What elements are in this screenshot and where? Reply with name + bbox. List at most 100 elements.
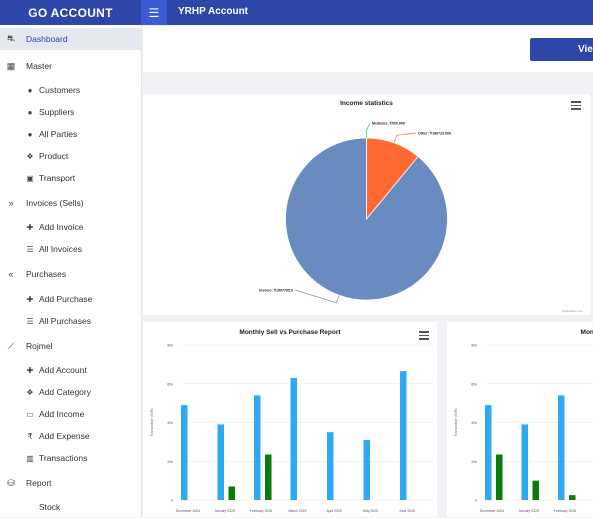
sidebar-item-label: Add Expense (39, 431, 90, 441)
chart-title: Monthly Sell vs Purchase Report (239, 329, 341, 336)
sidebar-item-add-income[interactable]: ▭Add Income (0, 403, 141, 425)
sidebar-item-label: Rojmel (26, 341, 52, 351)
y-tick-label: 80k (167, 344, 173, 348)
pie-label-invoice: Invoice: ₹1597765.0 (259, 289, 293, 293)
sidebar-item-label: Report (26, 478, 52, 488)
dashboard-icon: ⛐ (4, 33, 18, 45)
x-tick-label: June 2025 (399, 509, 415, 513)
sidebar-item-all-parties[interactable]: ●All Parties (0, 123, 141, 145)
sidebar-item-add-expense[interactable]: ₹Add Expense (0, 425, 141, 447)
sidebar-item-label: Dashboard (26, 34, 68, 44)
sidebar-item-label: Master (26, 61, 52, 71)
bar-purchase (229, 486, 236, 500)
sidebar-item-label: Add Income (39, 409, 84, 419)
bar-purchase (569, 495, 576, 500)
rupee-icon: ₹ (23, 432, 37, 441)
truck-icon: ▣ (23, 174, 37, 183)
plus-icon: ✚ (23, 366, 37, 375)
sidebar-item-label: Stock (39, 502, 60, 512)
database-icon: ⛁ (4, 478, 18, 489)
sidebar-item-add-invoice[interactable]: ✚Add Invoice (0, 216, 141, 238)
x-tick-label: May 2025 (363, 509, 378, 513)
sidebar-item-invoices-sells[interactable]: » Invoices (Sells) (0, 192, 141, 214)
y-tick-label: 40k (471, 421, 477, 425)
sidebar: GO ACCOUNT ⛐Dashboard▦Master●Customers●S… (0, 0, 142, 517)
chart-line-icon: ⟋ (4, 341, 18, 352)
bar-chart-icon: ▥ (23, 454, 37, 463)
bar-sell (558, 395, 565, 500)
pie-label-medicine: Medicine: ₹500.000 (372, 122, 405, 126)
plus-icon: ✚ (23, 295, 37, 304)
sidebar-item-report[interactable]: ⛁ Report (0, 472, 141, 494)
sidebar-item-label: All Parties (39, 129, 77, 139)
y-tick-label: 20k (167, 460, 173, 464)
action-panel (143, 26, 593, 72)
y-tick-label: 0 (475, 499, 477, 503)
grid-icon: ▦ (4, 61, 18, 72)
sidebar-item-add-account[interactable]: ✚Add Account (0, 359, 141, 381)
sidebar-item-label: Add Invoice (39, 222, 83, 232)
chart-title: Monthly (581, 329, 593, 336)
user-icon: ● (23, 86, 37, 95)
sidebar-item-label: Transport (39, 173, 75, 183)
x-tick-label: January 2025 (214, 509, 235, 513)
sidebar-item-label: All Purchases (39, 316, 91, 326)
pie-connector-medicine (367, 123, 370, 138)
brand-logo[interactable]: GO ACCOUNT (0, 0, 141, 25)
sidebar-item-transport[interactable]: ▣Transport (0, 167, 141, 189)
list-icon: ☰ (23, 317, 37, 326)
monthly-report-card-2: Monthly020k40k60k80kTransaction (INR)Dec… (447, 322, 593, 517)
bar-purchase (533, 481, 540, 500)
bar-purchase (265, 454, 272, 500)
sidebar-item-label: Add Account (39, 365, 87, 375)
account-title: YRHP Account (178, 6, 248, 17)
sidebar-item-label: All Invoices (39, 244, 82, 254)
sidebar-item-stock[interactable]: Stock (0, 496, 141, 518)
bar-sell (254, 395, 261, 500)
monthly-bar-chart-2: Monthly020k40k60k80kTransaction (INR)Dec… (447, 322, 593, 517)
y-tick-label: 0 (171, 499, 173, 503)
sidebar-item-suppliers[interactable]: ●Suppliers (0, 101, 141, 123)
sidebar-item-product[interactable]: ❖Product (0, 145, 141, 167)
y-tick-label: 60k (471, 382, 477, 386)
x-tick-label: April 2025 (326, 509, 341, 513)
x-tick-label: January 2025 (518, 509, 539, 513)
y-axis-label: Transaction (INR) (150, 408, 154, 436)
sidebar-item-all-purchases[interactable]: ☰All Purchases (0, 310, 141, 332)
sidebar-item-transactions[interactable]: ▥Transactions (0, 447, 141, 469)
bar-sell (181, 405, 188, 500)
bar-sell (327, 432, 334, 500)
sidebar-item-customers[interactable]: ●Customers (0, 79, 141, 101)
menu-icon[interactable]: ☰ (141, 0, 167, 25)
chart-credit: Highcharts.com (562, 309, 583, 313)
sidebar-item-all-invoices[interactable]: ☰All Invoices (0, 238, 141, 260)
sidebar-item-add-category[interactable]: ❖Add Category (0, 381, 141, 403)
sidebar-item-add-purchase[interactable]: ✚Add Purchase (0, 288, 141, 310)
pie-label-other: Other: ₹196723.000 (418, 132, 451, 136)
sidebar-item-label: Suppliers (39, 107, 74, 117)
sidebar-item-purchases[interactable]: «Purchases (0, 263, 141, 285)
x-tick-label: December 2024 (480, 509, 504, 513)
x-tick-label: March 2025 (289, 509, 307, 513)
y-tick-label: 40k (167, 421, 173, 425)
x-tick-label: February 2025 (250, 509, 272, 513)
sidebar-item-master[interactable]: ▦ Master (0, 55, 141, 77)
sidebar-item-rojmel[interactable]: ⟋ Rojmel (0, 335, 141, 357)
view-button[interactable]: View (530, 38, 593, 61)
sidebar-item-label: Invoices (Sells) (26, 198, 84, 208)
cubes-icon: ❖ (23, 152, 37, 161)
user-icon: ● (23, 108, 37, 117)
sidebar-item-dashboard[interactable]: ⛐ Dashboard (0, 28, 141, 50)
bar-purchase (496, 454, 503, 500)
chevrons-right-icon: » (4, 198, 18, 208)
plus-icon: ✚ (23, 223, 37, 232)
bar-sell (291, 378, 298, 500)
chevrons-left-icon: « (4, 269, 18, 279)
topbar: ☰ YRHP Account (141, 0, 593, 25)
x-tick-label: December 2024 (176, 509, 200, 513)
bar-sell (218, 424, 225, 500)
money-icon: ▭ (23, 410, 37, 419)
